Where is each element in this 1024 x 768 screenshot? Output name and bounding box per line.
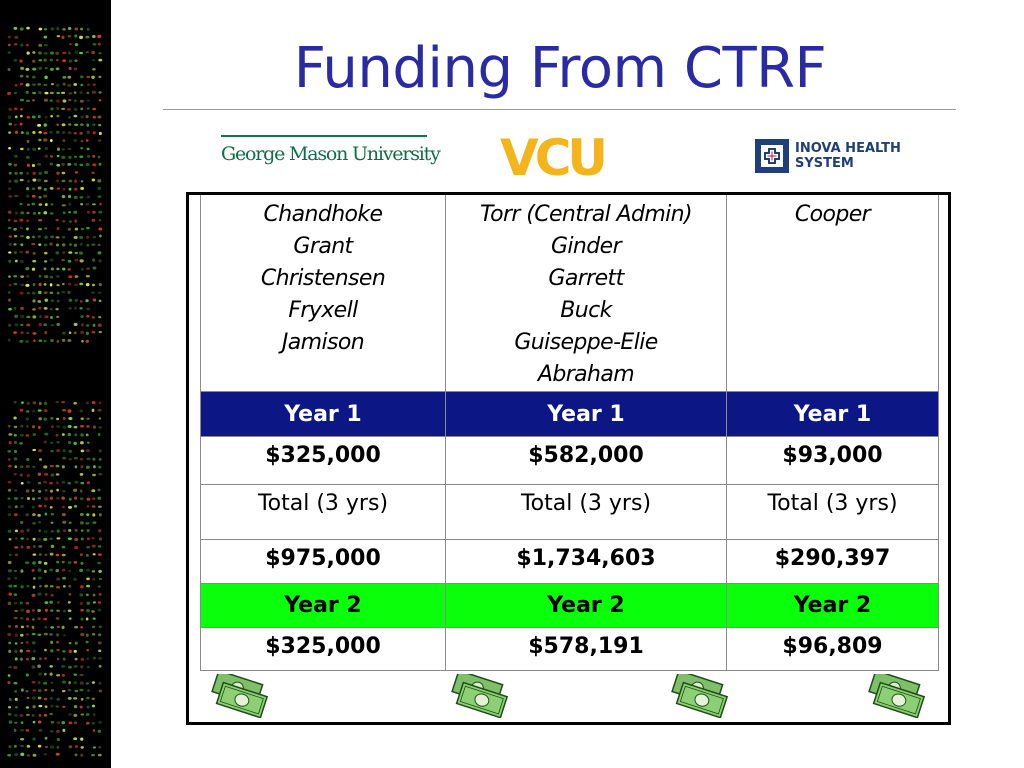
total-label: Total (3 yrs) [726, 484, 939, 540]
investigator-name: Torr (Central Admin) [479, 202, 693, 227]
inova-cross-icon [755, 139, 789, 173]
investigator-name: Christensen [260, 266, 386, 291]
vcu-investigators: Torr (Central Admin) Ginder Garrett Buck… [445, 195, 727, 392]
year2-header-row: Year 2 Year 2 Year 2 [200, 583, 939, 628]
gmu-investigators: Chandhoke Grant Christensen Fryxell Jami… [200, 195, 446, 392]
investigator-name: Fryxell [288, 298, 358, 323]
logo-rule [221, 135, 427, 137]
year1-amount: $325,000 [200, 436, 446, 485]
total-label-row: Total (3 yrs) Total (3 yrs) Total (3 yrs… [200, 484, 939, 540]
inova-investigators: Cooper [726, 195, 939, 392]
year1-header: Year 1 [445, 391, 727, 437]
year2-header: Year 2 [445, 583, 727, 628]
money-icon [211, 674, 269, 718]
year2-header: Year 2 [726, 583, 939, 628]
inova-name-line1: INOVA HEALTH [795, 141, 901, 156]
total-amount: $975,000 [200, 539, 446, 584]
investigator-name: Grant [293, 234, 353, 259]
year1-header-row: Year 1 Year 1 Year 1 [200, 391, 939, 437]
year1-header: Year 1 [200, 391, 446, 437]
total-label: Total (3 yrs) [200, 484, 446, 540]
investigator-name: Garrett [548, 266, 624, 291]
year1-amount: $582,000 [445, 436, 727, 485]
total-amount: $1,734,603 [445, 539, 727, 584]
year2-amount: $578,191 [445, 627, 727, 671]
inova-health-logo: INOVA HEALTH SYSTEM [755, 139, 915, 175]
investigator-name: Chandhoke [263, 202, 384, 227]
slide-title: Funding From CTRF [293, 36, 827, 101]
title-divider [163, 109, 956, 110]
year1-amount-row: $325,000 $582,000 $93,000 [200, 436, 939, 485]
year1-header: Year 1 [726, 391, 939, 437]
total-amount-row: $975,000 $1,734,603 $290,397 [200, 539, 939, 584]
total-label: Total (3 yrs) [445, 484, 727, 540]
money-icon [868, 674, 926, 718]
george-mason-wordmark: George Mason University [221, 143, 441, 165]
funding-table: Chandhoke Grant Christensen Fryxell Jami… [200, 195, 939, 671]
investigators-row: Chandhoke Grant Christensen Fryxell Jami… [200, 195, 939, 392]
money-icon [671, 674, 729, 718]
investigator-name: Cooper [794, 202, 871, 227]
year2-amount-row: $325,000 $578,191 $96,809 [200, 627, 939, 671]
inova-name-line2: SYSTEM [795, 156, 854, 171]
microarray-sidebar-image [0, 0, 111, 768]
year2-header: Year 2 [200, 583, 446, 628]
investigator-name: Jamison [281, 330, 365, 355]
year2-amount: $325,000 [200, 627, 446, 671]
table-frame [186, 192, 951, 725]
george-mason-logo: George Mason University [221, 135, 441, 169]
investigator-name: Ginder [550, 234, 622, 259]
investigator-name: Abraham [537, 362, 635, 387]
investigator-name: Guiseppe-Elie [514, 330, 658, 355]
total-amount: $290,397 [726, 539, 939, 584]
year2-amount: $96,809 [726, 627, 939, 671]
year1-amount: $93,000 [726, 436, 939, 485]
investigator-name: Buck [560, 298, 612, 323]
money-icon [451, 674, 509, 718]
vcu-logo: VCU [500, 129, 608, 187]
